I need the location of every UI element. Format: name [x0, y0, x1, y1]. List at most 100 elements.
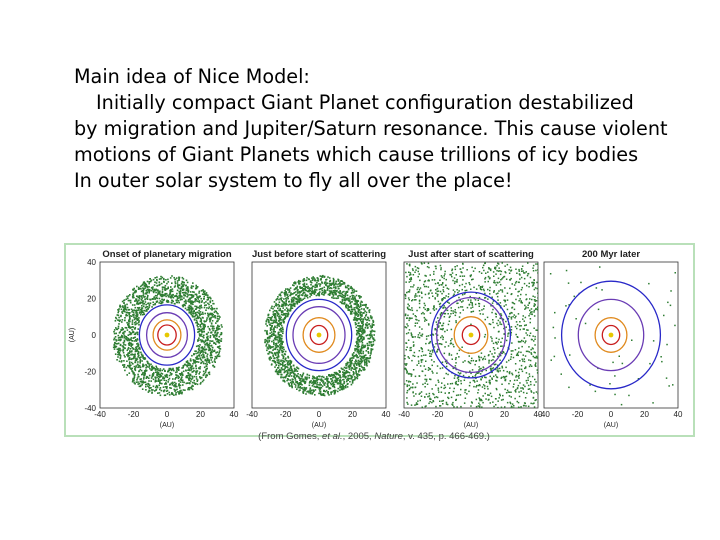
particle — [347, 284, 349, 287]
particle — [368, 319, 371, 322]
particle — [340, 283, 342, 286]
particle — [280, 327, 283, 330]
particle — [364, 310, 366, 312]
particle — [165, 373, 168, 376]
particle — [162, 286, 165, 289]
particle — [425, 360, 427, 362]
particle — [421, 263, 423, 265]
particle — [200, 340, 203, 342]
particle — [174, 295, 177, 297]
particle — [187, 287, 189, 289]
particle — [433, 309, 436, 311]
particle — [528, 302, 530, 305]
particle — [525, 350, 528, 353]
particle — [504, 378, 507, 381]
particle — [364, 354, 367, 356]
particle — [138, 370, 140, 373]
particle — [353, 352, 355, 354]
particle — [292, 284, 294, 286]
particle — [140, 351, 142, 354]
particle — [362, 329, 365, 332]
particle — [511, 406, 513, 408]
particle — [150, 380, 152, 382]
particle — [202, 313, 204, 315]
particle — [282, 355, 285, 358]
particle — [482, 266, 484, 269]
particle — [439, 305, 441, 308]
particle — [363, 304, 365, 306]
particle — [316, 377, 318, 379]
particle — [444, 360, 447, 363]
particle — [345, 384, 347, 387]
particle — [203, 298, 205, 300]
particle — [283, 371, 286, 374]
particle — [366, 362, 368, 364]
particle — [131, 309, 134, 312]
particle — [315, 294, 318, 297]
x-tick-label: -40 — [246, 410, 258, 419]
particle — [148, 290, 150, 293]
particle — [363, 312, 365, 314]
particle — [147, 362, 149, 364]
particle — [264, 338, 267, 341]
particle — [526, 284, 528, 287]
particle — [181, 298, 183, 301]
particle — [270, 307, 273, 309]
particle — [337, 295, 339, 297]
particle — [211, 346, 214, 349]
particle — [285, 288, 287, 290]
particle — [128, 320, 131, 323]
particle — [424, 368, 427, 370]
particle — [456, 265, 458, 267]
particle — [191, 300, 193, 302]
particle — [205, 368, 207, 371]
particle — [283, 360, 286, 363]
particle — [208, 371, 211, 374]
particle — [456, 302, 458, 305]
particle — [472, 278, 474, 280]
particle — [518, 347, 520, 349]
particle — [200, 381, 202, 384]
particle — [344, 293, 347, 295]
particle — [135, 350, 137, 353]
particle — [457, 380, 460, 382]
particle — [270, 326, 273, 328]
particle — [166, 282, 168, 285]
particle — [330, 383, 333, 386]
particle — [303, 297, 306, 299]
particle — [165, 279, 167, 281]
particle — [488, 379, 491, 382]
particle — [135, 365, 137, 367]
particle — [178, 294, 181, 297]
particle — [141, 383, 143, 386]
particle — [297, 291, 299, 294]
particle — [351, 308, 353, 311]
particle — [338, 383, 340, 385]
particle — [129, 294, 131, 296]
particle — [139, 380, 142, 383]
particle — [139, 313, 142, 316]
particle — [424, 308, 426, 311]
particle — [365, 360, 368, 363]
particle — [320, 288, 322, 290]
particle — [504, 287, 506, 289]
particle — [189, 301, 191, 303]
particle — [303, 284, 305, 287]
particle — [177, 369, 180, 371]
particle — [362, 333, 364, 335]
particle — [365, 315, 367, 317]
particle — [295, 294, 297, 296]
particle — [437, 326, 440, 328]
y-tick-label: -40 — [84, 404, 96, 413]
particle — [284, 312, 287, 315]
particle — [284, 357, 287, 360]
particle — [531, 281, 533, 284]
particle — [290, 292, 292, 294]
particle — [293, 367, 296, 370]
particle — [276, 336, 278, 339]
particle — [146, 291, 148, 294]
particle — [361, 322, 364, 325]
particle — [117, 339, 120, 341]
particle — [429, 290, 432, 292]
particle — [303, 379, 305, 382]
